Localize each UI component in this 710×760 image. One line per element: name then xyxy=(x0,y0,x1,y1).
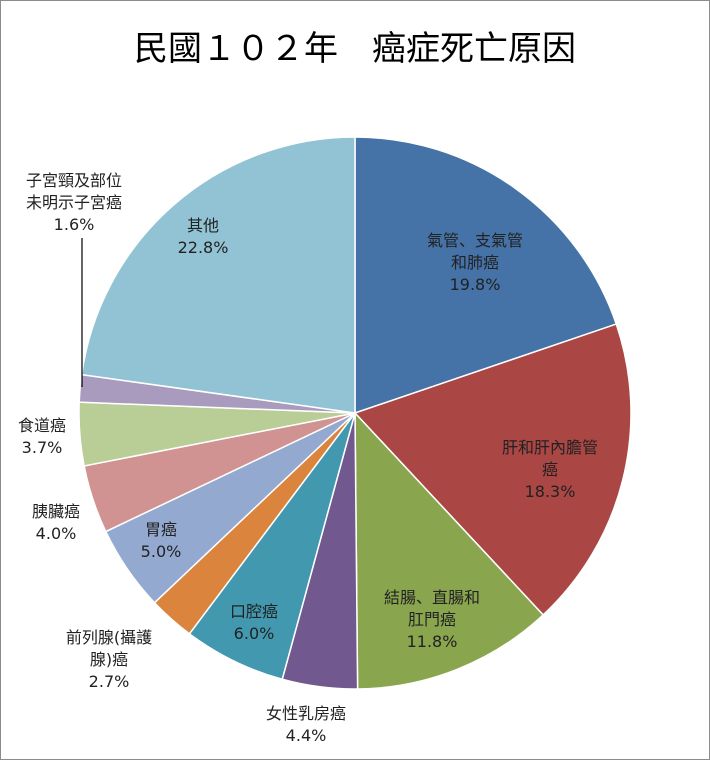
slice-pct-label: 5.0% xyxy=(141,542,182,561)
slice-name-label: 胃癌 xyxy=(145,520,177,539)
pie-slices xyxy=(78,136,632,690)
slice-name-label: 氣管、支氣管 xyxy=(427,231,523,250)
slice-pct-label: 19.8% xyxy=(450,275,501,294)
slice-name-label: 胰臟癌 xyxy=(32,502,80,521)
slice-name-label: 和肺癌 xyxy=(451,253,499,272)
slice-name-label: 子宮頸及部位 xyxy=(26,171,122,190)
slice-name-label: 腺)癌 xyxy=(90,650,128,669)
pie-slice-1 xyxy=(354,136,618,415)
slice-pct-label: 4.0% xyxy=(36,524,77,543)
slice-name-label: 前列腺(攝護 xyxy=(66,628,152,647)
slice-name-label: 未明示子宮癌 xyxy=(26,193,122,212)
slice-name-label: 食道癌 xyxy=(18,416,66,435)
slice-name-label: 癌 xyxy=(542,460,558,479)
slice-name-label: 肛門癌 xyxy=(408,610,456,629)
slice-name-label: 肝和肝內膽管 xyxy=(502,438,598,457)
slice-pct-label: 4.4% xyxy=(286,726,327,745)
slice-name-label: 女性乳房癌 xyxy=(266,704,346,723)
slice-pct-label: 11.8% xyxy=(407,632,458,651)
slice-pct-label: 2.7% xyxy=(89,672,130,691)
slice-pct-label: 6.0% xyxy=(234,624,275,643)
slice-name-label: 其他 xyxy=(187,216,219,235)
slice-pct-label: 3.7% xyxy=(22,438,63,457)
pie-slice-2 xyxy=(353,323,632,616)
slice-pct-label: 22.8% xyxy=(178,238,229,257)
slice-name-label: 口腔癌 xyxy=(230,602,278,621)
slice-pct-label: 18.3% xyxy=(525,482,576,501)
chart-title: 民國１０２年 癌症死亡原因 xyxy=(134,29,576,69)
slice-name-label: 結腸、直腸和 xyxy=(384,588,480,607)
pie-slice-11 xyxy=(80,136,356,414)
slice-pct-label: 1.6% xyxy=(54,215,95,234)
pie-slice-3 xyxy=(354,411,545,690)
